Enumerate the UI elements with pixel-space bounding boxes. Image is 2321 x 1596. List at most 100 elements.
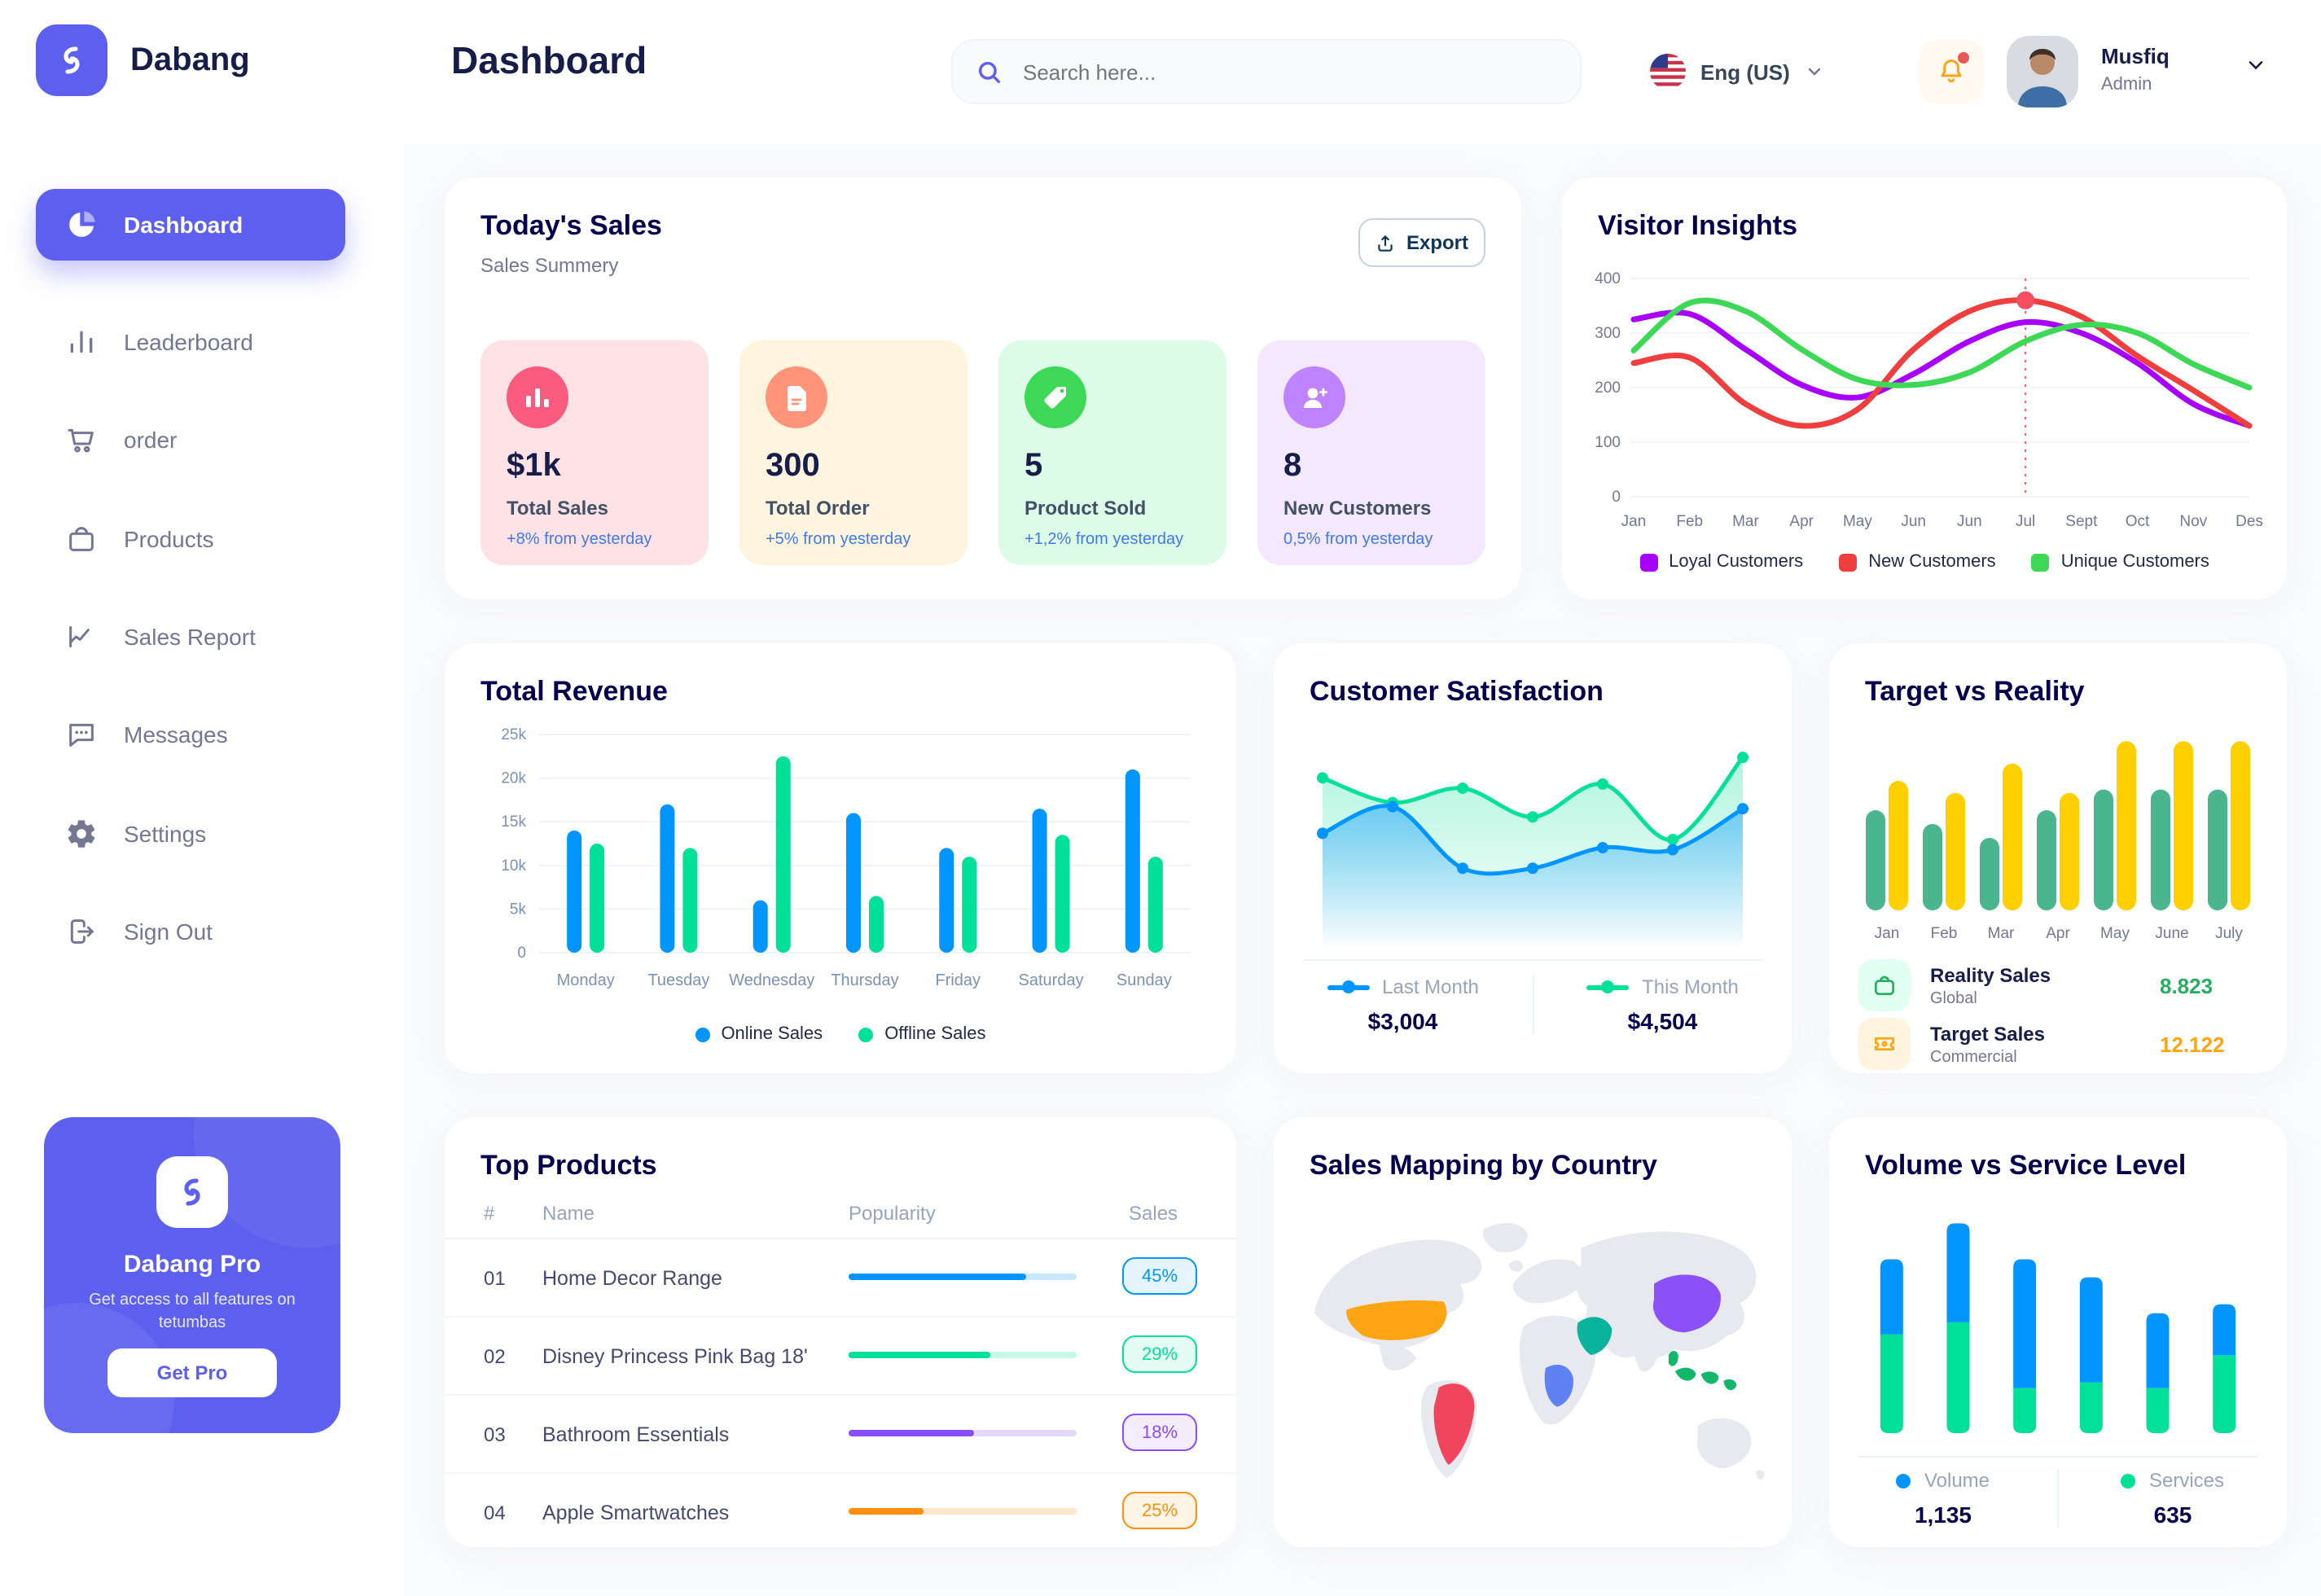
sidebar-item-sign-out[interactable]: Sign Out: [36, 896, 345, 967]
sidebar-item-leaderboard[interactable]: Leaderboard: [36, 306, 345, 378]
customer-satisfaction-card: Customer Satisfaction Last Month $3,004 …: [1274, 643, 1792, 1073]
country-china: [1652, 1274, 1721, 1333]
brand: Dabang: [36, 24, 250, 96]
divider: [1303, 959, 1762, 961]
row-name: Apple Smartwatches: [542, 1502, 730, 1524]
legend-label: Unique Customers: [2060, 552, 2209, 572]
tag-icon: [1024, 366, 1086, 428]
notification-button[interactable]: [1919, 39, 1984, 104]
sidebar-item-label: Sales Report: [124, 624, 256, 650]
table-row: 01 Home Decor Range 45%: [445, 1238, 1236, 1318]
svg-text:Apr: Apr: [2046, 925, 2070, 942]
sidebar-item-sales-report[interactable]: Sales Report: [36, 601, 345, 673]
legend-label: Last Month: [1382, 976, 1479, 998]
svg-text:Mar: Mar: [1988, 925, 2015, 942]
svg-text:Jun: Jun: [1901, 513, 1926, 530]
customer-satisfaction-legend: Last Month $3,004 This Month $4,504: [1274, 976, 1792, 1034]
svg-text:Oct: Oct: [2126, 513, 2150, 530]
customer-satisfaction-title: Customer Satisfaction: [1310, 676, 1604, 707]
export-button[interactable]: Export: [1358, 218, 1485, 267]
export-icon: [1379, 235, 1393, 251]
svg-text:Jul: Jul: [2016, 513, 2035, 530]
svg-text:20k: 20k: [501, 770, 526, 787]
legend-label: Online Sales: [721, 1024, 823, 1044]
legend-value: 8.823: [2160, 973, 2214, 998]
stat-value: $1k: [507, 448, 561, 484]
svg-text:Jan: Jan: [1621, 513, 1647, 530]
line-chart-icon: [65, 620, 98, 653]
svg-text:0: 0: [1612, 489, 1621, 506]
stat-value: 8: [1283, 448, 1302, 484]
search-input[interactable]: [1020, 58, 1515, 86]
ticket-icon: [1858, 1018, 1911, 1070]
svg-text:Nov: Nov: [2179, 513, 2207, 530]
stat-value: 300: [766, 448, 820, 484]
top-products-title: Top Products: [480, 1150, 657, 1181]
sales-badge: 29%: [1122, 1335, 1197, 1373]
bar-chart-icon: [65, 326, 98, 358]
message-icon: [65, 718, 98, 751]
pie-chart-icon: [65, 208, 98, 241]
svg-text:10k: 10k: [501, 857, 526, 875]
sidebar-item-dashboard[interactable]: Dashboard: [36, 189, 345, 261]
legend-last-month: Last Month $3,004: [1274, 976, 1532, 1034]
notification-dot: [1958, 52, 1969, 64]
stat-label: Product Sold: [1024, 497, 1147, 520]
get-pro-button[interactable]: Get Pro: [107, 1348, 277, 1397]
stat-product-sold: 5 Product Sold +1,2% from yesterday: [998, 340, 1226, 565]
pro-upsell-card: Dabang Pro Get access to all features on…: [44, 1117, 340, 1433]
svg-text:100: 100: [1595, 434, 1621, 451]
svg-text:400: 400: [1595, 270, 1621, 287]
brand-logo-icon: [36, 24, 107, 96]
stat-label: Total Order: [766, 497, 870, 520]
top-bar: Dashboard Eng (US) Musfiq Admin: [404, 0, 2321, 143]
svg-text:300: 300: [1595, 325, 1621, 342]
total-revenue-legend: Online Sales Offline Sales: [445, 1024, 1236, 1044]
svg-text:25k: 25k: [501, 726, 526, 743]
sidebar-item-label: Dashboard: [124, 212, 244, 238]
sidebar-item-label: Settings: [124, 821, 207, 847]
divider: [1858, 1456, 2257, 1458]
avatar[interactable]: [2007, 36, 2078, 107]
gear-icon: [65, 818, 98, 850]
legend-label: Services: [2148, 1469, 2224, 1492]
target-vs-reality-title: Target vs Reality: [1865, 676, 2085, 707]
sidebar-item-order[interactable]: order: [36, 404, 345, 476]
sales-mapping-card: Sales Mapping by Country: [1274, 1117, 1792, 1547]
profile-chevron-icon[interactable]: [2244, 54, 2267, 77]
language-selector[interactable]: Eng (US): [1650, 42, 1824, 101]
target-sales-legend-row: Target Sales Commercial 12.122: [1858, 1015, 2257, 1073]
sidebar-item-products[interactable]: Products: [36, 503, 345, 575]
svg-text:Monday: Monday: [557, 971, 615, 989]
customer-satisfaction-chart: [1303, 718, 1762, 956]
legend-value: 635: [2153, 1502, 2192, 1528]
sidebar: Dabang Dashboard Leaderboard order Produ…: [0, 0, 404, 1596]
pro-description: Get access to all features on tetumbas: [89, 1291, 296, 1332]
legend-sub: Global: [1930, 989, 1977, 1007]
bag-icon: [1858, 959, 1911, 1011]
sidebar-item-settings[interactable]: Settings: [36, 798, 345, 870]
world-map: [1290, 1189, 1775, 1534]
svg-text:Thursday: Thursday: [831, 971, 898, 989]
user-name: Musfiq: [2101, 44, 2170, 68]
row-num: 04: [484, 1502, 506, 1524]
sidebar-item-messages[interactable]: Messages: [36, 699, 345, 770]
todays-sales-card: Today's Sales Sales Summery Export $1k T…: [445, 178, 1521, 599]
stat-total-order: 300 Total Order +5% from yesterday: [739, 340, 967, 565]
legend-value: $3,004: [1367, 1008, 1438, 1034]
language-label: Eng (US): [1700, 59, 1790, 84]
svg-text:Sept: Sept: [2065, 513, 2098, 530]
legend-this-month: This Month $4,504: [1532, 976, 1792, 1034]
top-products-card: Top Products # Name Popularity Sales 01 …: [445, 1117, 1236, 1547]
legend-label: This Month: [1642, 976, 1739, 998]
country-indonesia: [1668, 1350, 1737, 1391]
stat-label: Total Sales: [507, 497, 608, 520]
cart-icon: [65, 423, 98, 456]
stat-label: New Customers: [1283, 497, 1432, 520]
stat-delta: +8% from yesterday: [507, 531, 652, 549]
target-vs-reality-card: Target vs Reality Jan Feb Mar Apr May June Jul…: [1829, 643, 2287, 1073]
legend-value: 12.122: [2160, 1032, 2225, 1056]
stat-delta: +1,2% from yesterday: [1024, 531, 1184, 549]
order-file-icon: [766, 366, 827, 428]
